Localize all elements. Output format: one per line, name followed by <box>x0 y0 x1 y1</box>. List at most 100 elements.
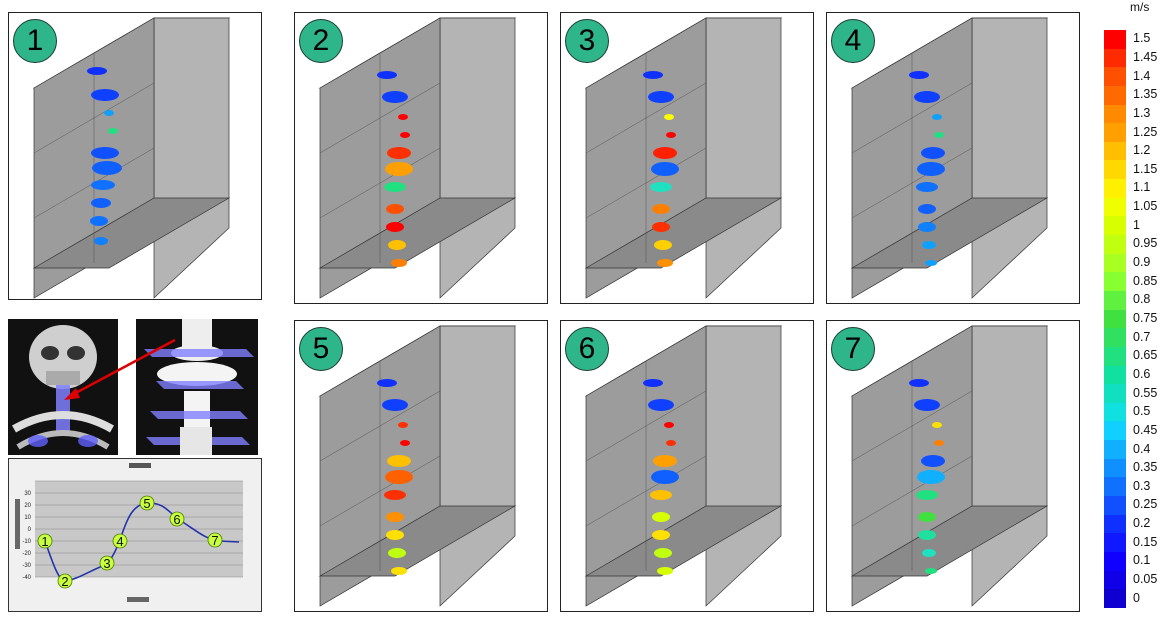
color-scale-segment <box>1104 440 1126 459</box>
velocity-waveform-chart: 30 20 10 0 -10 -20 -30 -40 1 2 3 4 5 6 7 <box>8 458 262 612</box>
panel-number-badge: 6 <box>565 327 609 371</box>
panel-number-badge: 3 <box>565 19 609 63</box>
skeleton-image <box>8 319 118 455</box>
section-planes-image <box>136 319 258 455</box>
color-scale-tick: 0.65 <box>1133 348 1158 363</box>
color-scale-tick: 1.4 <box>1133 68 1151 83</box>
point-label: 5 <box>143 496 150 511</box>
point-label: 6 <box>173 512 180 527</box>
y-tick: 30 <box>24 491 31 497</box>
flow-box-plot <box>318 17 517 299</box>
point-label: 3 <box>103 556 110 571</box>
flow-box-plot <box>32 17 231 299</box>
point-marker <box>57 573 73 589</box>
color-scale-segment <box>1104 589 1126 608</box>
plot-panel-3: 3 <box>560 12 814 304</box>
color-scale-tick: 0.1 <box>1133 553 1151 568</box>
color-scale-tick: 0.75 <box>1133 311 1158 325</box>
point-marker <box>112 533 128 549</box>
flow-box-plot <box>318 325 517 607</box>
color-scale-segment <box>1104 570 1126 590</box>
point-marker <box>207 532 223 548</box>
y-tick: -40 <box>22 575 31 581</box>
color-scale-segment <box>1104 477 1126 497</box>
color-scale-segment <box>1104 235 1126 254</box>
color-scale-tick: 1.2 <box>1133 143 1151 158</box>
color-scale-segment <box>1104 216 1126 236</box>
color-scale-segment <box>1104 421 1126 441</box>
panel-number-badge: 2 <box>299 19 343 63</box>
color-scale-tick: 1 <box>1133 217 1140 232</box>
color-scale-segment <box>1104 85 1126 105</box>
color-scale-bar <box>1104 30 1126 608</box>
color-scale-segment <box>1104 179 1126 198</box>
scale-unit-label: m/s <box>1130 0 1150 14</box>
color-scale-segment <box>1104 551 1126 571</box>
panel-number-badge: 5 <box>299 327 343 371</box>
color-scale-segment <box>1104 496 1126 515</box>
color-scale-segment <box>1104 402 1126 422</box>
panel-number-badge: 4 <box>831 19 875 63</box>
plot-panel-2: 2 <box>294 12 548 304</box>
color-scale-tick: 0.9 <box>1133 255 1151 270</box>
color-scale-segment <box>1104 309 1126 329</box>
color-scale-segment <box>1104 272 1126 291</box>
color-scale-tick: 0.15 <box>1133 534 1158 549</box>
panel-number-badge: 7 <box>831 327 875 371</box>
color-scale-segment <box>1104 290 1126 310</box>
color-scale-segment <box>1104 533 1126 552</box>
color-scale-tick: 0.55 <box>1133 385 1158 400</box>
plot-panel-5: 5 <box>294 320 548 612</box>
color-scale-tick: 0.4 <box>1133 441 1151 456</box>
color-scale-segment <box>1104 141 1126 161</box>
color-scale-tick: 0.95 <box>1133 236 1158 251</box>
point-marker <box>99 555 115 571</box>
color-scale-segment <box>1104 104 1126 124</box>
flow-box-plot <box>584 17 783 299</box>
color-scale-tick: 1.35 <box>1133 87 1158 102</box>
color-scale-tick: 1.45 <box>1133 49 1158 64</box>
color-scale-tick: 1.15 <box>1133 161 1158 176</box>
point-marker <box>139 495 155 511</box>
point-label: 2 <box>61 574 68 589</box>
y-tick: 10 <box>24 515 31 521</box>
color-scale-segment <box>1104 67 1126 86</box>
panel-number-badge: 1 <box>13 19 57 63</box>
color-scale-tick: 1.5 <box>1133 31 1151 46</box>
color-scale-tick: 1.1 <box>1133 180 1151 195</box>
plot-panel-4: 4 <box>826 12 1080 304</box>
color-scale: m/s 1.5 1.45 1.4 1.35 1.3 1.25 1.2 1.15 1.1 1.05 1… <box>1104 0 1174 608</box>
color-scale-segment <box>1104 346 1126 366</box>
point-marker <box>169 511 185 527</box>
plot-panel-7: 7 <box>826 320 1080 612</box>
color-scale-segment <box>1104 384 1126 403</box>
color-scale-tick: 0.25 <box>1133 497 1158 512</box>
color-scale-tick: 1.05 <box>1133 199 1158 214</box>
color-scale-tick: 1.3 <box>1133 105 1151 120</box>
color-scale-tick: 0.35 <box>1133 460 1158 475</box>
color-scale-segment <box>1104 30 1126 49</box>
color-scale-tick: 0.85 <box>1133 273 1158 288</box>
connector-arrow <box>64 338 176 400</box>
color-scale-tick: 0.8 <box>1133 292 1151 307</box>
color-scale-segment <box>1104 514 1126 534</box>
color-scale-tick: 1.25 <box>1133 124 1158 139</box>
y-tick: -30 <box>22 563 31 569</box>
flow-box-plot <box>850 325 1049 607</box>
color-scale-tick: 0.45 <box>1133 422 1158 437</box>
color-scale-segment <box>1104 328 1126 347</box>
color-scale-tick: 0.6 <box>1133 366 1151 381</box>
flow-box-plot <box>850 17 1049 299</box>
color-scale-tick: 0.5 <box>1133 404 1151 419</box>
y-tick: -20 <box>22 551 31 557</box>
point-label: 7 <box>211 533 218 548</box>
y-tick: -10 <box>22 539 31 545</box>
color-scale-segment <box>1104 197 1126 217</box>
color-scale-segment <box>1104 123 1126 142</box>
color-scale-tick: 0.2 <box>1133 516 1151 531</box>
plot-panel-1: 1 <box>8 12 262 300</box>
flow-box-plot <box>584 325 783 607</box>
point-label: 4 <box>116 534 123 549</box>
color-scale-segment <box>1104 365 1126 385</box>
color-scale-tick: 0.7 <box>1133 329 1151 344</box>
